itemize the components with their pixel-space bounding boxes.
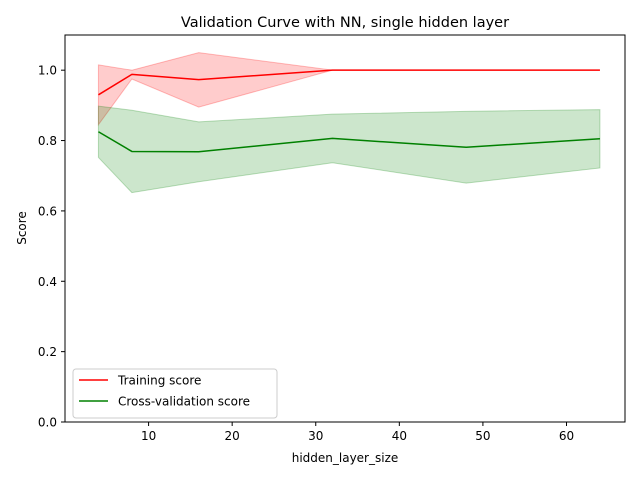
- legend-label-cross-validation: Cross-validation score: [118, 395, 250, 409]
- x-tick-label: 40: [392, 429, 407, 443]
- y-tick-label: 0.2: [38, 345, 57, 359]
- y-tick-label: 1.0: [38, 64, 57, 78]
- line-cross-validation: [98, 131, 600, 153]
- y-tick-label: 0.4: [38, 275, 57, 289]
- series-lines: [98, 69, 600, 153]
- x-tick-label: 30: [308, 429, 323, 443]
- legend-box: [72, 368, 278, 419]
- legend: Training score Cross-validation score: [72, 368, 278, 419]
- plot-frame: [64, 34, 626, 423]
- legend-label-training: Training score: [117, 374, 201, 388]
- x-tick-label: 60: [559, 429, 574, 443]
- x-tick-label: 20: [225, 429, 240, 443]
- chart-title: Validation Curve with NN, single hidden …: [181, 15, 509, 31]
- y-tick-label: 0.0: [38, 416, 57, 430]
- y-axis: 0.0 0.2 0.4 0.6 0.8 1.0: [38, 64, 65, 430]
- x-tick-label: 50: [475, 429, 490, 443]
- band-cross-validation: [97, 105, 601, 194]
- y-tick-label: 0.8: [38, 134, 57, 148]
- x-axis-label: hidden_layer_size: [292, 451, 399, 465]
- x-tick-label: 10: [141, 429, 156, 443]
- y-axis-label: Score: [15, 211, 29, 245]
- y-tick-label: 0.6: [38, 204, 57, 218]
- line-training: [98, 69, 600, 96]
- confidence-bands: [97, 52, 601, 194]
- x-axis: 10 20 30 40 50 60: [141, 422, 574, 443]
